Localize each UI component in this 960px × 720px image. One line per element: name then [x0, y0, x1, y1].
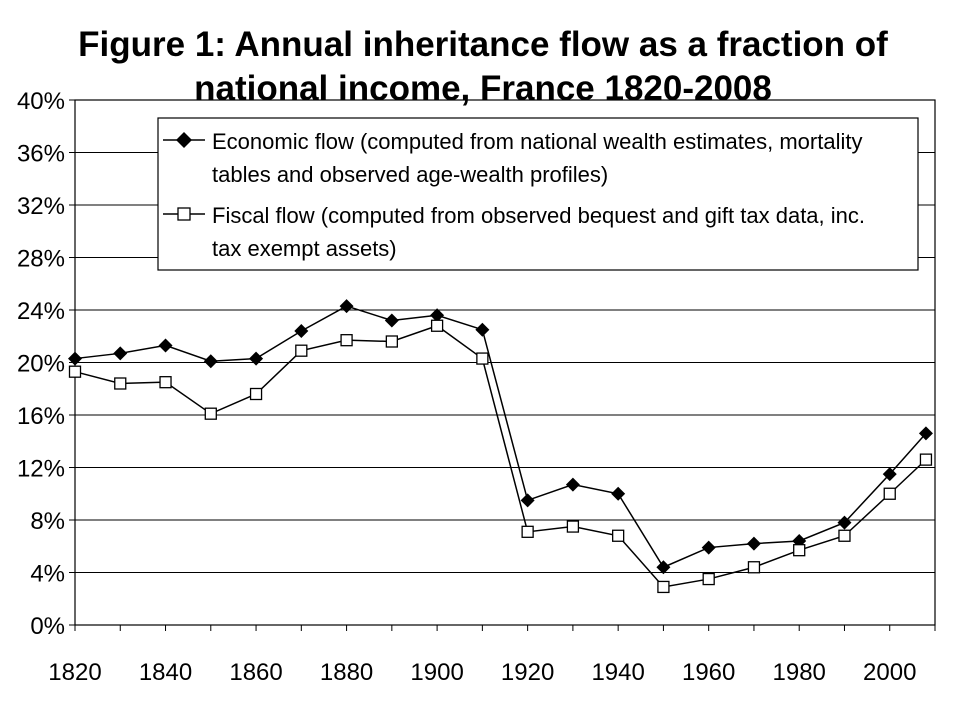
economic-flow-point [158, 338, 173, 353]
x-tick-label: 1960 [682, 659, 735, 686]
x-tick-label: 1940 [591, 659, 644, 686]
economic-flow-point [475, 322, 490, 337]
x-tick-label: 1920 [501, 659, 554, 686]
fiscal-flow-point [249, 387, 263, 401]
economic-flow-point [520, 493, 535, 508]
economic-flow-point [249, 351, 264, 366]
series-line-economic [74, 305, 927, 569]
fiscal-flow-point [385, 335, 398, 348]
y-tick-label: 36% [17, 141, 65, 168]
y-tick-label: 8% [30, 508, 65, 535]
y-tick-label: 40% [17, 88, 65, 115]
series-layer [68, 299, 933, 594]
fiscal-flow-point [521, 525, 534, 538]
fiscal-flow-point [204, 407, 217, 420]
series-line-fiscal [74, 324, 927, 588]
economic-flow-point [656, 560, 671, 575]
economic-flow-point [701, 540, 716, 555]
y-tick-label: 12% [17, 456, 65, 483]
economic-flow-point [113, 346, 128, 361]
legend: Economic flow (computed from national we… [157, 117, 919, 271]
economic-flow-point [68, 351, 82, 366]
legend-box [157, 117, 919, 271]
x-tick-label: 1900 [410, 659, 463, 686]
economic-flow-point [611, 486, 626, 501]
x-tick-label: 1860 [229, 659, 282, 686]
fiscal-flow-point [114, 377, 127, 390]
y-tick-label: 28% [17, 246, 65, 273]
fiscal-flow-point [295, 344, 308, 357]
economic-flow-point [294, 324, 309, 338]
fiscal-flow-point [838, 529, 851, 542]
fiscal-flow-point [793, 544, 806, 557]
legend-economic-marker-icon [176, 132, 192, 148]
economic-flow-point [384, 313, 399, 328]
y-tick-label: 24% [17, 298, 65, 325]
y-tick-label: 0% [30, 613, 65, 640]
legend-economic-label-line2: tables and observed age-wealth profiles) [212, 162, 608, 187]
fiscal-flow-point [702, 572, 715, 586]
y-tick-label: 4% [30, 561, 65, 588]
x-tick-label: 1980 [773, 659, 826, 686]
x-axis-ticks: 1820 1840 1860 1880 1900 1920 1940 1960 1980 2000 [48, 625, 936, 686]
fiscal-flow-point [919, 453, 933, 466]
legend-economic-label-line1: Economic flow (computed from national we… [212, 129, 862, 154]
chart-title-line2: national income, France 1820-2008 [194, 69, 772, 108]
economic-flow-point [882, 467, 897, 482]
economic-flow-point [746, 536, 761, 551]
fiscal-flow-point [68, 365, 82, 378]
legend-fiscal-marker-icon [177, 207, 191, 221]
fiscal-flow-point [612, 529, 625, 542]
economic-flow-point [565, 477, 580, 492]
legend-fiscal-label-line1: Fiscal flow (computed from observed bequ… [212, 203, 865, 228]
x-tick-label: 1820 [48, 659, 101, 686]
fiscal-flow-point [430, 319, 444, 332]
fiscal-flow-point [340, 334, 353, 347]
chart-title-line1: Figure 1: Annual inheritance flow as a f… [78, 25, 888, 64]
fiscal-flow-point [657, 580, 670, 594]
economic-flow-point [203, 354, 218, 369]
x-tick-label: 1880 [320, 659, 373, 686]
fiscal-flow-point [747, 561, 761, 574]
y-tick-label: 16% [17, 403, 65, 430]
y-tick-label: 20% [17, 351, 65, 378]
y-axis-ticks: 0% 4% 8% 12% 16% 20% 24% 28% 32% 36% 40% [17, 88, 75, 640]
economic-flow-point [837, 515, 852, 530]
economic-flow-point [918, 426, 933, 441]
economic-flow-point [339, 299, 354, 314]
fiscal-flow-point [566, 520, 580, 533]
economic-flow-point [430, 308, 445, 323]
x-tick-label: 2000 [863, 659, 916, 686]
legend-fiscal-label-line2: tax exempt assets) [212, 236, 397, 261]
fiscal-flow-point [159, 376, 172, 389]
x-tick-label: 1840 [139, 659, 192, 686]
fiscal-flow-point [476, 352, 489, 365]
fiscal-flow-point [883, 487, 896, 500]
y-tick-label: 32% [17, 193, 65, 220]
